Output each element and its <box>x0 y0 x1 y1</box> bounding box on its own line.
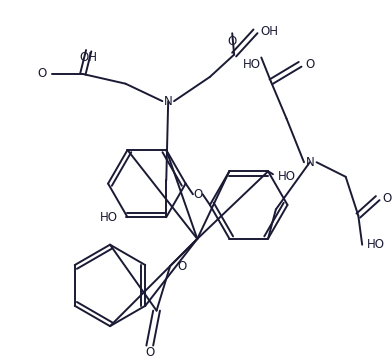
Text: O: O <box>145 346 154 359</box>
Text: O: O <box>177 260 186 273</box>
Text: O: O <box>38 67 47 80</box>
Text: O: O <box>228 35 237 48</box>
Text: O: O <box>193 188 202 201</box>
Text: HO: HO <box>243 58 261 71</box>
Text: HO: HO <box>278 170 296 183</box>
Text: O: O <box>305 58 314 71</box>
Text: N: N <box>164 95 172 108</box>
Text: OH: OH <box>80 51 98 64</box>
Text: O: O <box>383 191 392 205</box>
Text: N: N <box>305 156 314 169</box>
Text: HO: HO <box>367 238 385 251</box>
Text: HO: HO <box>100 211 118 224</box>
Text: OH: OH <box>260 25 278 38</box>
